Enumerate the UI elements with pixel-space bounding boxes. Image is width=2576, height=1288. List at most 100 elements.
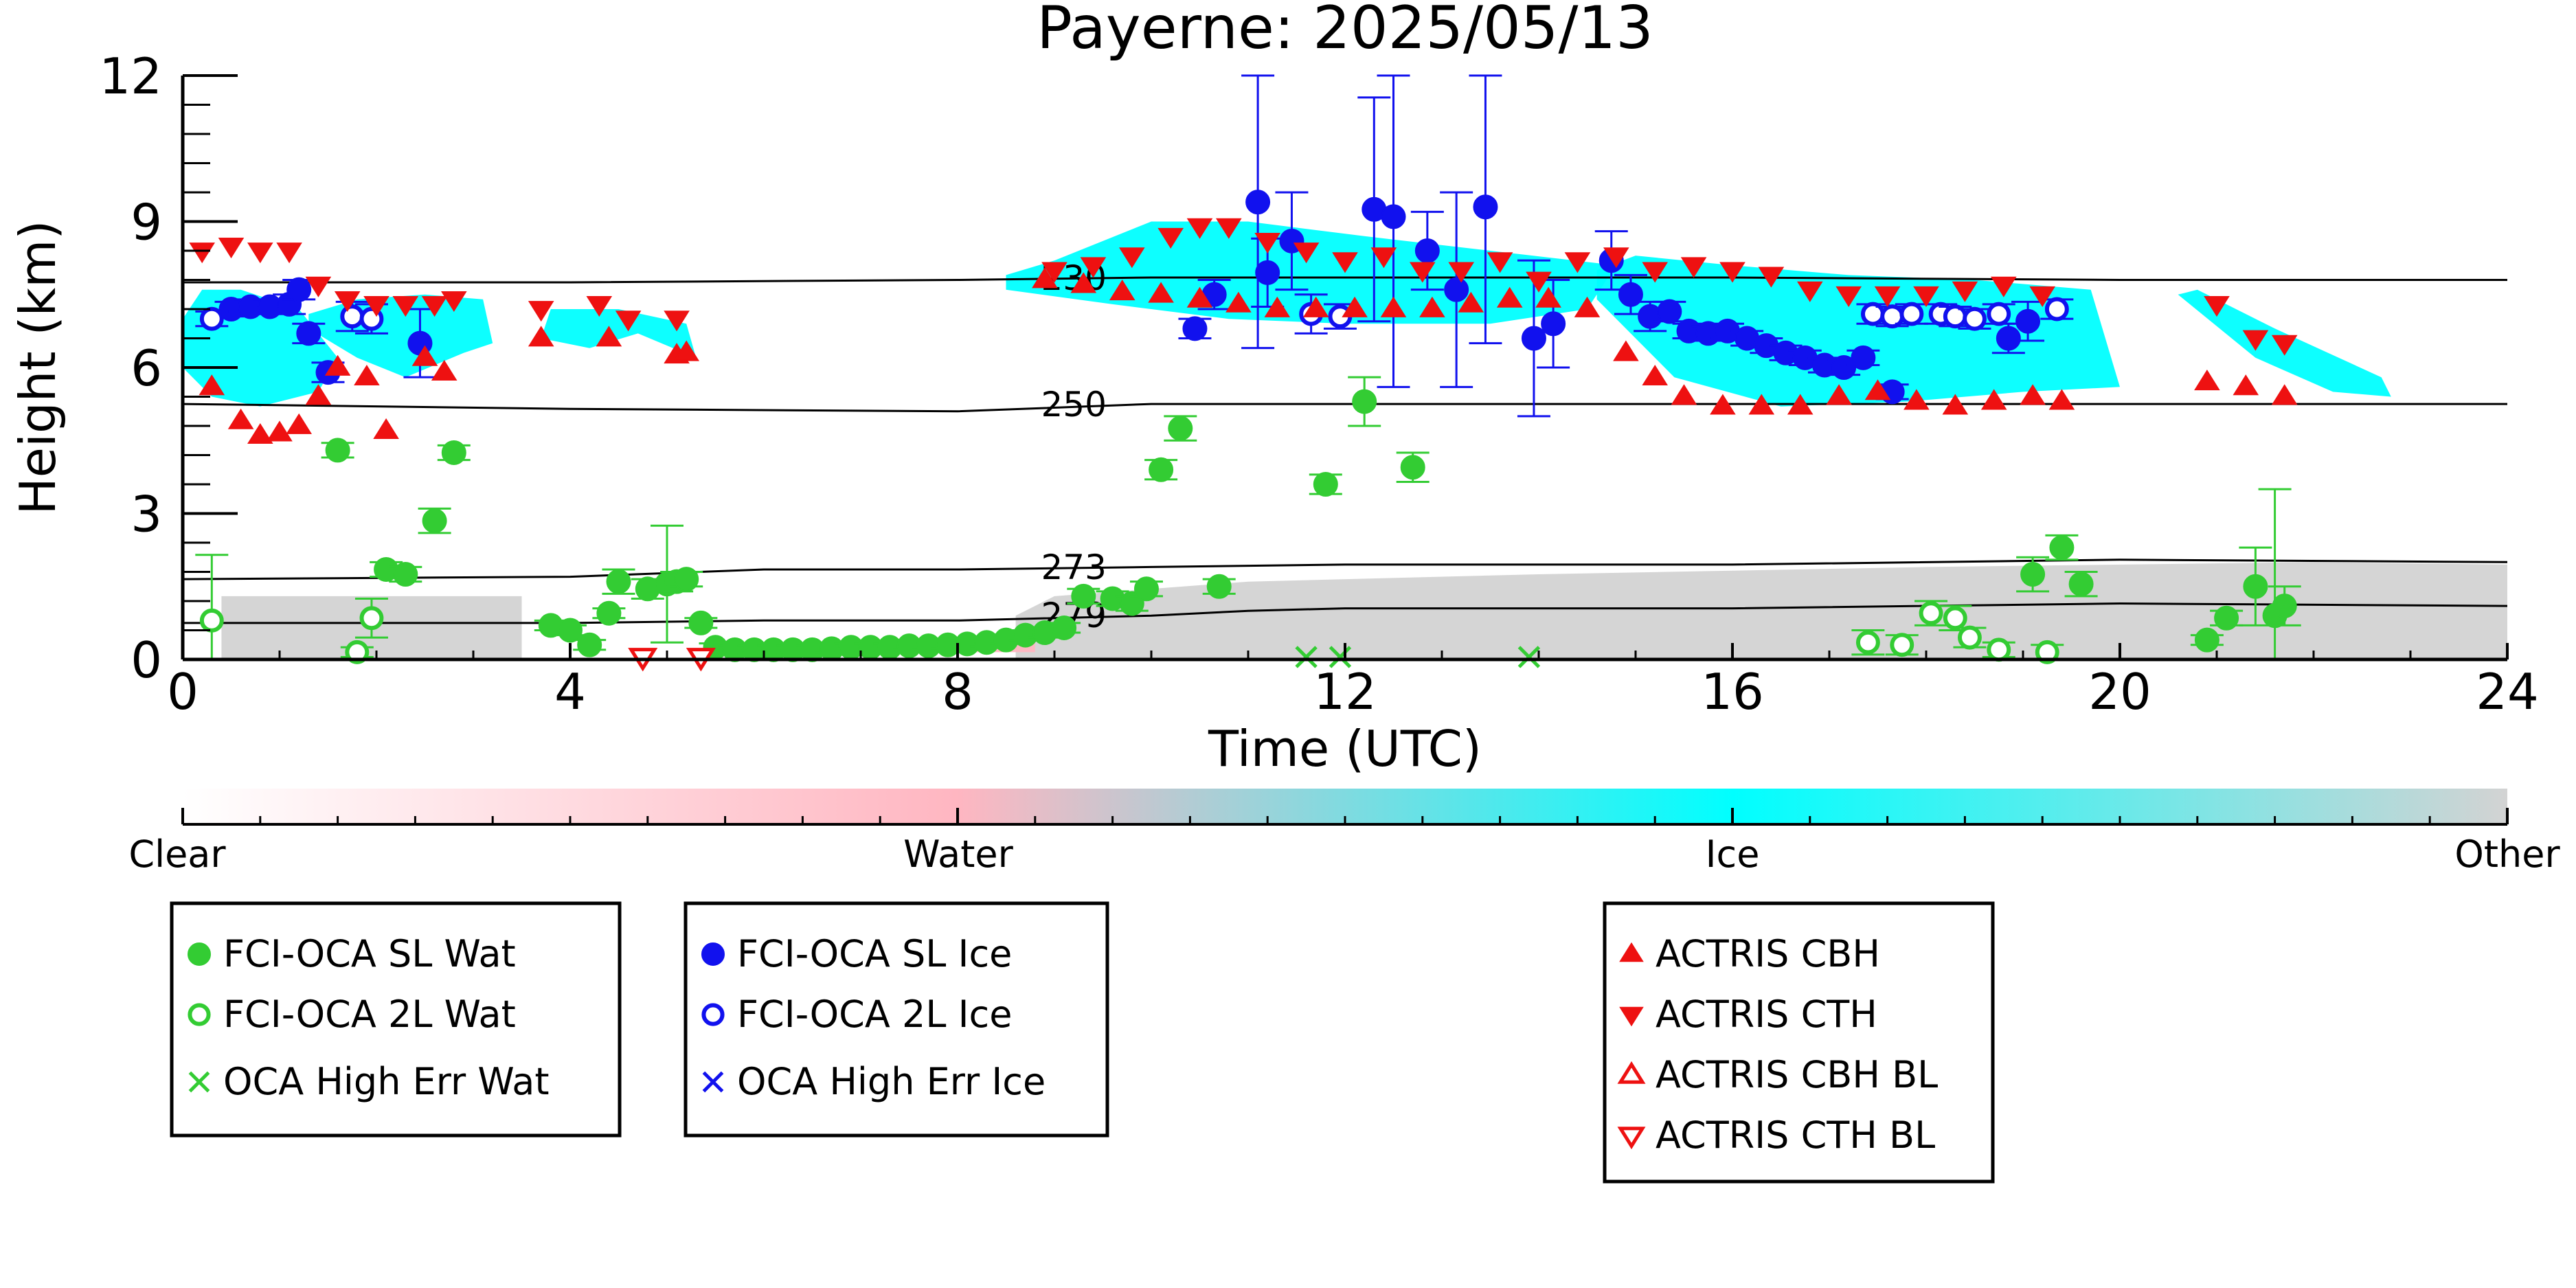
- colorbar-label-clear: Clear: [128, 833, 226, 876]
- series-fci-oca-sl-wat: [321, 376, 2301, 662]
- data-point: [2194, 627, 2219, 653]
- legend-marker-actris-cbh-bl: [1617, 1061, 1646, 1084]
- data-point: [286, 413, 313, 434]
- y-tick-label: 12: [99, 47, 162, 105]
- legend-marker-oca-high-err-ice: [702, 1071, 724, 1093]
- data-point: [1835, 286, 1862, 307]
- data-point: [218, 238, 245, 259]
- data-point: [422, 508, 447, 534]
- data-point: [1826, 384, 1852, 405]
- colorbar-label-water: Water: [903, 833, 1013, 876]
- region-ice: [541, 309, 697, 358]
- data-point: [615, 310, 642, 332]
- data-point: [1855, 630, 1880, 655]
- data-point: [1899, 302, 1924, 326]
- data-point: [688, 610, 714, 635]
- data-point: [1313, 472, 1338, 497]
- data-point: [558, 618, 583, 643]
- data-point: [421, 296, 448, 317]
- data-point: [1517, 646, 1541, 668]
- y-tick-label: 6: [131, 339, 162, 397]
- data-point: [596, 600, 622, 626]
- data-point: [1710, 394, 1736, 415]
- data-point: [305, 276, 332, 297]
- data-point: [1332, 252, 1358, 273]
- isotherm-label-250: 250: [1041, 385, 1106, 425]
- data-point: [1913, 286, 1939, 307]
- data-point: [1657, 299, 1682, 324]
- legend-ice: FCI-OCA SL Ice FCI-OCA 2L Ice OCA High E…: [683, 901, 1109, 1138]
- data-point: [1642, 364, 1669, 386]
- data-point: [1133, 576, 1159, 602]
- data-point: [1255, 260, 1280, 285]
- series-actris-cbh: [199, 267, 2298, 444]
- data-point: [1342, 296, 1368, 317]
- data-point: [247, 242, 273, 264]
- data-point: [2204, 296, 2230, 317]
- data-point: [1070, 272, 1097, 293]
- data-point: [2271, 335, 2298, 356]
- data-point: [1487, 252, 1513, 273]
- data-point: [2049, 535, 2075, 561]
- legend-marker-fci-oca-2l-ice: [701, 1003, 725, 1026]
- data-point: [1541, 311, 1566, 337]
- data-point: [1758, 267, 1785, 288]
- legend-water-box: [170, 901, 622, 1138]
- data-point: [296, 321, 321, 346]
- data-point: [354, 364, 380, 386]
- isotherm-label-273: 273: [1041, 547, 1106, 587]
- colorbar-label-ice: Ice: [1706, 833, 1760, 876]
- data-point: [2068, 572, 2094, 597]
- data-point: [606, 569, 631, 594]
- data-point: [577, 632, 602, 657]
- data-point: [1071, 583, 1096, 609]
- data-point: [1419, 296, 1445, 317]
- data-point: [441, 440, 466, 465]
- data-point: [1526, 271, 1552, 293]
- data-point: [345, 640, 370, 664]
- data-point: [325, 438, 350, 463]
- data-point: [596, 326, 622, 347]
- legend-entry-sl-ice: FCI-OCA SL Ice: [737, 932, 1012, 975]
- data-point: [1329, 646, 1352, 668]
- cloudnet-classification: [183, 221, 2507, 659]
- data-point: [286, 277, 312, 302]
- data-point: [1952, 281, 1978, 302]
- data-point: [1642, 262, 1669, 283]
- legend-entry-cth: ACTRIS CTH: [1656, 993, 1877, 1036]
- legend-marker-oca-high-err-wat: [188, 1071, 210, 1093]
- data-point: [2044, 297, 2069, 321]
- data-point: [1381, 204, 1406, 229]
- data-point: [1041, 262, 1067, 283]
- data-point: [528, 301, 554, 322]
- data-point: [1245, 190, 1271, 215]
- data-point: [440, 291, 467, 313]
- legend-entry-cbh: ACTRIS CBH: [1656, 932, 1880, 975]
- colorbar: Clear Water Ice Other: [128, 789, 2560, 876]
- y-tick-label: 9: [131, 194, 162, 251]
- data-series: [189, 74, 2301, 672]
- data-point: [1148, 282, 1174, 303]
- x-tick-label: 16: [1701, 663, 1764, 721]
- data-point: [1295, 646, 1318, 668]
- data-point: [1919, 601, 1943, 626]
- region-other: [1015, 562, 2507, 659]
- data-point: [1796, 281, 1823, 302]
- data-point: [1149, 457, 1174, 482]
- legend-ice-box: [683, 901, 1109, 1138]
- data-point: [1448, 262, 1475, 283]
- data-point: [1186, 218, 1213, 239]
- data-point: [1186, 286, 1213, 308]
- data-point: [1903, 389, 1930, 410]
- legend-actris-box: [1603, 901, 1995, 1184]
- legend-entry-2l-wat: FCI-OCA 2L Wat: [223, 993, 516, 1036]
- data-point: [1574, 296, 1601, 317]
- legend-entry-sl-wat: FCI-OCA SL Wat: [223, 932, 516, 975]
- legend-water: FCI-OCA SL Wat FCI-OCA 2L Wat OCA High E…: [170, 901, 622, 1138]
- data-point: [411, 345, 438, 366]
- data-point: [1225, 291, 1252, 313]
- data-point: [2243, 574, 2268, 599]
- data-point: [2020, 384, 2046, 405]
- data-point: [227, 408, 254, 429]
